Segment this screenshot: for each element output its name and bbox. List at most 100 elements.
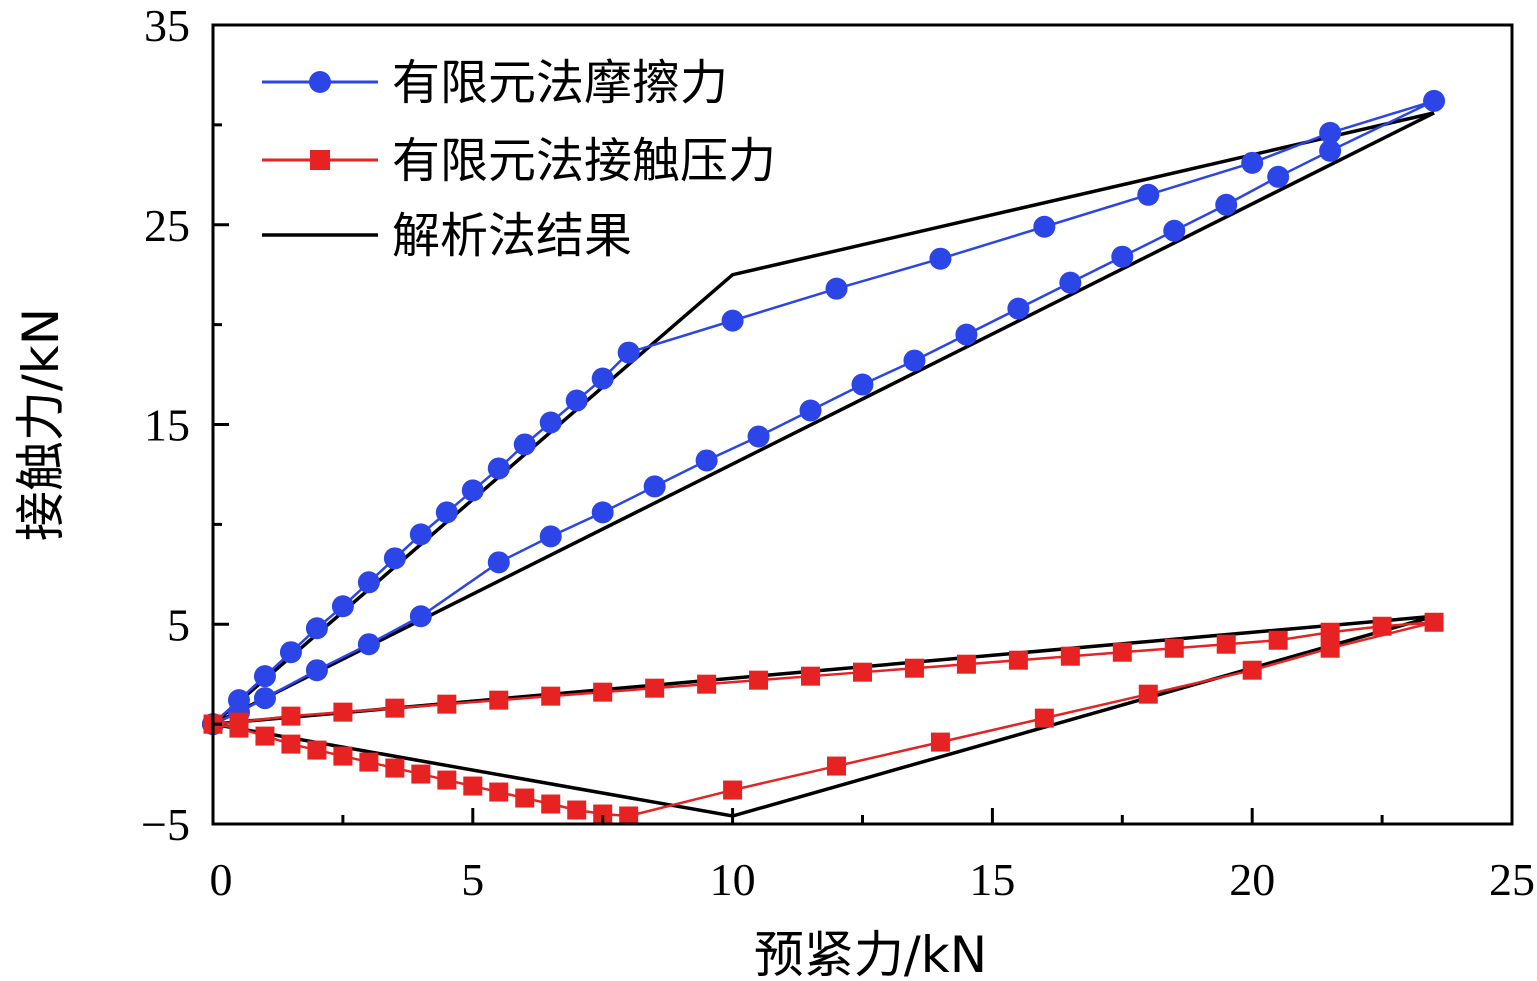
friction-point [305,617,328,640]
friction-point [721,309,744,332]
friction-point [903,349,926,372]
legend-marker-pressure [310,150,330,170]
x-axis-title: 预紧力/kN [754,926,987,981]
pressure-point [489,690,509,710]
x-tick-label: 0 [210,854,233,905]
pressure-point [593,804,613,824]
analytic-line [211,111,1435,726]
pressure-point [1424,612,1444,632]
legend-label-analytic: 解析法结果 [392,208,632,264]
friction-point [1163,219,1186,242]
pressure-point [1138,684,1158,704]
pressure-point [489,782,509,802]
friction-point [1319,121,1342,144]
pressure-point [359,752,379,772]
legend-label-friction: 有限元法摩擦力 [392,55,728,111]
legend-label-pressure: 有限元法接触压力 [392,133,776,189]
pressure-point [827,756,847,776]
friction-point [279,641,302,664]
pressure-point [281,706,301,726]
pressure-point [1320,638,1340,658]
friction-point [487,551,510,574]
pressure-point [853,662,872,682]
friction-point [253,687,276,710]
pressure-point [463,776,483,796]
y-tick-label: 5 [167,599,190,650]
pressure-point [1216,634,1236,654]
friction-point [1319,139,1342,162]
pressure-point [515,788,535,808]
pressure-point [593,682,613,702]
friction-point [955,323,978,346]
friction-point [409,605,432,628]
friction-point [825,277,848,300]
friction-point [487,457,510,480]
pressure-point [1372,616,1392,636]
x-tick-label: 10 [710,854,756,905]
friction-point [1267,165,1290,188]
friction-point [1241,151,1264,174]
friction-point [305,659,328,682]
friction-point [1059,271,1082,294]
friction-point [357,633,380,656]
friction-point [539,525,562,548]
pressure-point [619,806,639,826]
friction-point [435,501,458,524]
pressure-point [1320,622,1340,642]
pressure-point [1242,660,1262,680]
legend: 有限元法摩擦力 有限元法接触压力 解析法结果 [262,55,776,264]
friction-point [591,501,614,524]
pressure-point [333,746,353,766]
pressure-point [697,674,717,694]
friction-point [1423,89,1446,112]
pressure-point [333,702,353,722]
pressure-point [411,764,431,784]
friction-point [1215,193,1238,216]
pressure-point [437,770,457,790]
friction-point [1137,183,1160,206]
legend-marker-friction [309,71,331,93]
pressure-point [281,734,301,754]
pressure-point [645,678,665,698]
x-tick-label: 5 [461,854,484,905]
friction-point [331,595,354,618]
friction-point [617,341,640,364]
friction-point [851,373,874,396]
friction-line [212,99,1435,726]
friction-point [799,399,822,422]
friction-point [643,475,666,498]
y-tick-label: 25 [144,200,190,251]
friction-point [461,479,484,502]
pressure-point [385,698,405,718]
x-tick-label: 20 [1229,854,1275,905]
pressure-point [567,800,587,820]
pressure-point [1268,630,1288,650]
friction-point [409,523,432,546]
friction-point [747,425,770,448]
pressure-point [229,712,249,732]
friction-point [695,449,718,472]
x-tick-label: 25 [1489,854,1535,905]
pressure-point [1060,646,1080,666]
pressure-point [307,740,327,760]
pressure-point [385,758,405,778]
friction-point [513,433,536,456]
pressure-point [1034,708,1054,728]
axes: 0 5 10 15 20 25 −5 5 15 25 35 [141,0,1535,905]
pressure-point [956,654,976,674]
friction-point [253,665,276,688]
pressure-point [723,780,743,800]
pressure-point [437,694,457,714]
pressure-point [541,794,561,814]
friction-point [539,411,562,434]
pressure-point [801,666,821,686]
friction-point [591,367,614,390]
pressure-point [749,670,769,690]
pressure-point [930,732,950,752]
friction-point [1111,245,1134,268]
friction-point [929,247,952,270]
x-tick-label: 15 [969,854,1015,905]
y-axis-title: 接触力/kN [12,308,70,541]
friction-point [357,571,380,594]
